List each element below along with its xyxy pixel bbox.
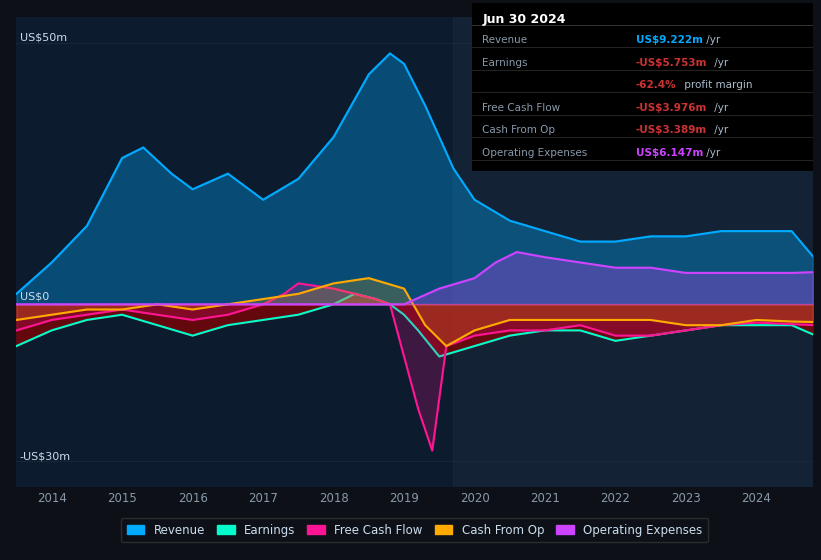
Text: US$0: US$0 (20, 292, 49, 302)
Text: /yr: /yr (703, 148, 720, 158)
Text: Operating Expenses: Operating Expenses (482, 148, 588, 158)
Bar (453, 17, 813, 487)
Text: /yr: /yr (711, 125, 728, 136)
Text: Free Cash Flow: Free Cash Flow (482, 103, 561, 113)
Text: /yr: /yr (703, 35, 720, 45)
Text: -US$30m: -US$30m (20, 451, 71, 461)
Text: -US$3.389m: -US$3.389m (635, 125, 707, 136)
Text: -62.4%: -62.4% (635, 80, 677, 90)
Text: Revenue: Revenue (482, 35, 527, 45)
Text: US$9.222m: US$9.222m (635, 35, 703, 45)
Legend: Revenue, Earnings, Free Cash Flow, Cash From Op, Operating Expenses: Revenue, Earnings, Free Cash Flow, Cash … (121, 517, 709, 543)
Text: US$50m: US$50m (20, 33, 67, 43)
Text: profit margin: profit margin (681, 80, 752, 90)
Text: Jun 30 2024: Jun 30 2024 (482, 13, 566, 26)
Text: -US$5.753m: -US$5.753m (635, 58, 707, 68)
Text: Cash From Op: Cash From Op (482, 125, 555, 136)
Text: US$6.147m: US$6.147m (635, 148, 703, 158)
Text: /yr: /yr (711, 103, 728, 113)
Text: /yr: /yr (711, 58, 728, 68)
Text: Earnings: Earnings (482, 58, 528, 68)
Text: -US$3.976m: -US$3.976m (635, 103, 707, 113)
